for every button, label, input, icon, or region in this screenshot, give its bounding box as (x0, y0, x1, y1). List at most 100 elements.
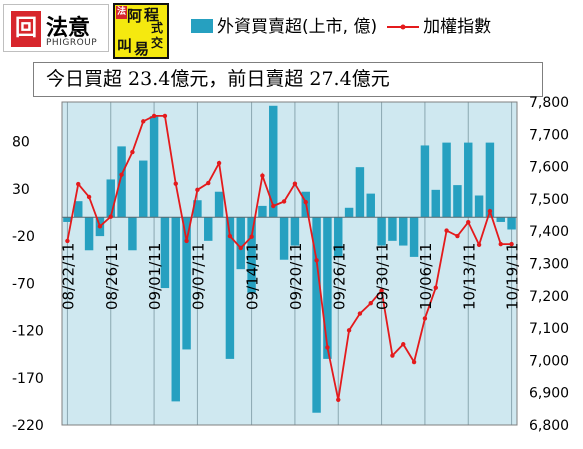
x-axis-tick-label: 09/30/11 (374, 243, 392, 310)
bar (139, 160, 148, 218)
bar (63, 217, 72, 222)
right-axis-tick-label: 7,700 (529, 127, 569, 143)
bar (388, 217, 397, 241)
bar (344, 207, 354, 218)
index-point (184, 238, 189, 244)
right-axis-tick-label: 7,500 (529, 192, 569, 208)
program-logo-char: 程 (144, 6, 160, 24)
program-logo-char: 易 (134, 40, 150, 58)
index-point (346, 328, 352, 333)
x-axis-tick-label: 09/01/11 (146, 243, 164, 310)
bar (160, 217, 170, 289)
index-point (173, 181, 178, 186)
x-axis-tick-label: 10/13/11 (460, 243, 478, 310)
program-logo-badge: 法 (116, 6, 127, 19)
index-point (281, 199, 287, 204)
bar (84, 217, 94, 251)
bar (355, 167, 365, 218)
index-point (325, 345, 330, 350)
right-axis-tick-label: 7,800 (529, 95, 569, 111)
right-axis-tick-label: 7,100 (529, 321, 569, 337)
left-axis-tick-label: 80 (12, 135, 30, 151)
line-legend-label: 加權指數 (423, 17, 492, 37)
left-axis-tick-label: 30 (12, 182, 30, 198)
program-logo-char: 交 (151, 36, 164, 50)
bar (214, 191, 224, 218)
bar (74, 201, 83, 218)
bar (247, 217, 256, 293)
index-point (411, 359, 417, 365)
right-axis-tick-label: 6,800 (529, 418, 569, 434)
index-point (195, 187, 200, 193)
bar (128, 217, 137, 251)
index-point (401, 342, 406, 347)
bar (474, 195, 484, 218)
index-point (303, 199, 308, 205)
bar (420, 145, 430, 218)
bar (258, 205, 267, 218)
index-point (314, 258, 319, 263)
chart-legend: 外資買賣超(上市, 億) 加權指數 (191, 12, 491, 37)
index-point (227, 233, 233, 239)
bar (399, 217, 408, 246)
bar (464, 142, 473, 218)
index-point (97, 224, 103, 229)
phigroup-logo: 回 法意 PHIGROUP (3, 4, 109, 52)
bar (377, 217, 386, 246)
logo-name: 法意 (46, 16, 91, 41)
bar (171, 217, 180, 402)
index-point (422, 316, 428, 321)
plot-frame (61, 101, 518, 426)
x-axis-tick-label: 09/26/11 (330, 243, 348, 310)
bar (279, 217, 289, 260)
bar (442, 142, 451, 218)
bar-legend-swatch (191, 19, 213, 33)
index-point (206, 180, 211, 186)
bar (106, 179, 115, 218)
index-point (379, 288, 384, 293)
right-axis-tick-label: 7,200 (529, 289, 569, 305)
bar (236, 217, 245, 270)
bar (409, 217, 419, 257)
summary-box: 今日買超 23.4億元，前日賣超 27.4億元 (33, 62, 543, 97)
line-legend-swatch (387, 24, 420, 30)
index-point (476, 242, 482, 247)
index-point (108, 214, 113, 219)
bar (334, 217, 343, 257)
index-line (66, 114, 512, 400)
bar (323, 217, 332, 359)
index-point (509, 241, 514, 247)
right-axis-tick-label: 6,900 (529, 386, 569, 402)
bar (485, 142, 495, 218)
x-axis-tick-label: 09/14/11 (244, 243, 262, 310)
x-axis-tick-label: 08/22/11 (59, 243, 77, 310)
program-logo-char: 叫 (117, 37, 133, 55)
bar (117, 146, 126, 218)
index-point (65, 238, 70, 244)
index-point (216, 160, 222, 166)
x-axis-tick-label: 08/26/11 (103, 243, 121, 310)
left-axis-tick-label: -120 (12, 324, 44, 340)
index-point (368, 301, 373, 306)
index-point (466, 219, 471, 225)
logo-sub: PHIGROUP (46, 38, 98, 48)
bar (149, 116, 159, 218)
index-point (271, 203, 276, 209)
left-axis-tick-label: -20 (12, 229, 35, 245)
x-axis-tick-label: 10/19/11 (504, 243, 522, 310)
index-point (141, 119, 146, 124)
bar (366, 193, 375, 218)
x-axis-tick-label: 10/06/11 (417, 243, 435, 310)
bar (225, 217, 235, 359)
bar (312, 217, 321, 413)
right-axis-tick-label: 7,300 (529, 257, 569, 273)
bar (204, 217, 213, 241)
bar (496, 217, 505, 222)
x-axis-tick-label: 09/20/11 (287, 243, 305, 310)
bar (431, 189, 440, 218)
program-logo-char: 阿 (127, 7, 143, 25)
index-point (151, 113, 157, 119)
left-axis-tick-label: -170 (12, 371, 44, 387)
index-point (76, 181, 81, 187)
